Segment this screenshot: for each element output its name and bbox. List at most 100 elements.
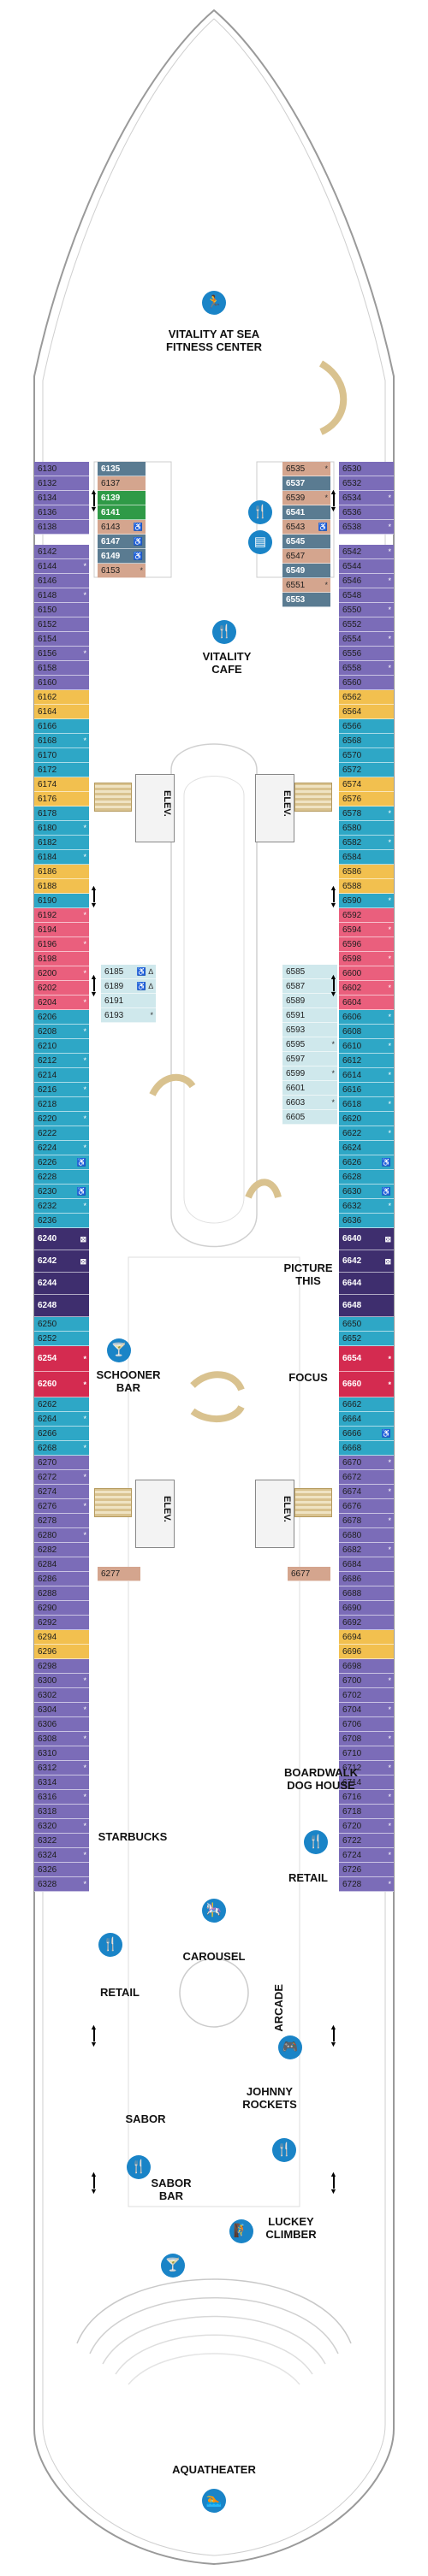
cabin-6682[interactable]: 6682 * [339,1543,394,1557]
cabin-6250[interactable]: 6250 [34,1317,89,1332]
cabin-6686[interactable]: 6686 [339,1572,394,1586]
cabin-6660[interactable]: 6660 * [339,1372,394,1397]
cabin-6722[interactable]: 6722 [339,1834,394,1848]
cabin-6322[interactable]: 6322 [34,1834,89,1848]
cabin-6630[interactable]: 6630 ♿ [339,1185,394,1199]
cabin-6714[interactable]: 6714 [339,1775,394,1790]
cabin-6606[interactable]: 6606 * [339,1010,394,1025]
cabin-6576[interactable]: 6576 [339,792,394,806]
venue-focus[interactable]: FOCUS [288,1371,328,1384]
cabin-6139[interactable]: 6139 [98,491,146,505]
cabin-6626[interactable]: 6626 ♿ [339,1155,394,1170]
cabin-6154[interactable]: 6154 [34,632,89,647]
cabin-6704[interactable]: 6704 * [339,1703,394,1717]
aquatheater-swimmer-icon[interactable]: 🏊 [202,2489,226,2513]
cabin-6604[interactable]: 6604 [339,996,394,1010]
venue-sabor-bar[interactable]: SABOR BAR [151,2177,192,2202]
cabin-6548[interactable]: 6548 [339,588,394,603]
cabin-6610[interactable]: 6610 * [339,1039,394,1054]
cabin-6553[interactable]: 6553 [282,593,330,607]
cabin-6596[interactable]: 6596 [339,937,394,952]
cabin-6212[interactable]: 6212 * [34,1054,89,1068]
cabin-6538[interactable]: 6538 * [339,520,394,535]
cabin-6599[interactable]: 6599 * [282,1066,337,1081]
cabin-6598[interactable]: 6598 * [339,952,394,966]
cabin-6545[interactable]: 6545 [282,535,330,549]
venue-vitality-fitness[interactable]: VITALITY AT SEA FITNESS CENTER [166,328,262,353]
cabin-6164[interactable]: 6164 [34,705,89,719]
cabin-6666[interactable]: 6666 ♿ [339,1427,394,1441]
cabin-6650[interactable]: 6650 [339,1317,394,1332]
cabin-6172[interactable]: 6172 [34,763,89,777]
cabin-6702[interactable]: 6702 [339,1688,394,1703]
cabin-6312[interactable]: 6312 * [34,1761,89,1775]
cabin-6616[interactable]: 6616 [339,1083,394,1097]
cabin-6712[interactable]: 6712 * [339,1761,394,1775]
cabin-6536[interactable]: 6536 [339,505,394,520]
cabin-6278[interactable]: 6278 [34,1514,89,1528]
cabin-6608[interactable]: 6608 [339,1025,394,1039]
cabin-6277[interactable]: 6277 [98,1567,140,1581]
venue-retail-starboard[interactable]: RETAIL [288,1871,328,1884]
cabin-6700[interactable]: 6700 * [339,1674,394,1688]
cabin-6202[interactable]: 6202 [34,981,89,996]
cabin-6668[interactable]: 6668 [339,1441,394,1456]
cabin-6174[interactable]: 6174 [34,777,89,792]
cabin-6218[interactable]: 6218 [34,1097,89,1112]
cabin-6160[interactable]: 6160 [34,676,89,690]
cabin-6150[interactable]: 6150 [34,603,89,617]
cabin-6578[interactable]: 6578 * [339,806,394,821]
cabin-6584[interactable]: 6584 [339,850,394,865]
cafe-dining-icon[interactable]: 🍴 [212,620,236,644]
cocktail-icon[interactable]: 🍸 [107,1338,131,1362]
cabin-6618[interactable]: 6618 * [339,1097,394,1112]
cabin-6642[interactable]: 6642 ⊠ [339,1250,394,1273]
cabin-6318[interactable]: 6318 [34,1805,89,1819]
fitness-runner-icon[interactable]: 🏃 [202,291,226,315]
cabin-6535[interactable]: 6535 * [282,462,330,476]
cabin-6262[interactable]: 6262 [34,1397,89,1412]
cabin-6182[interactable]: 6182 [34,836,89,850]
cabin-6316[interactable]: 6316 * [34,1790,89,1805]
cabin-6136[interactable]: 6136 [34,505,89,520]
cabin-6588[interactable]: 6588 [339,879,394,894]
cabin-6166[interactable]: 6166 [34,719,89,734]
cabin-6590[interactable]: 6590 * [339,894,394,908]
cabin-6302[interactable]: 6302 [34,1688,89,1703]
cabin-6270[interactable]: 6270 [34,1456,89,1470]
cabin-6138[interactable]: 6138 [34,520,89,535]
kids-climber-icon[interactable]: 🧗 [229,2219,253,2243]
cabin-6572[interactable]: 6572 [339,763,394,777]
carousel-horse-icon[interactable]: 🎠 [202,1899,226,1923]
cabin-6148[interactable]: 6148 * [34,588,89,603]
cabin-6580[interactable]: 6580 [339,821,394,836]
cabin-6306[interactable]: 6306 [34,1717,89,1732]
cabin-6224[interactable]: 6224 * [34,1141,89,1155]
cabin-6586[interactable]: 6586 [339,865,394,879]
cabin-6222[interactable]: 6222 [34,1126,89,1141]
cabin-6564[interactable]: 6564 [339,705,394,719]
cabin-6242[interactable]: 6242 ⊠ [34,1250,89,1273]
cabin-6539[interactable]: 6539 * [282,491,330,505]
cabin-6189[interactable]: 6189 ♿ ∆ [101,979,156,994]
cabin-6156[interactable]: 6156 * [34,647,89,661]
cabin-6188[interactable]: 6188 [34,879,89,894]
cabin-6310[interactable]: 6310 [34,1746,89,1761]
cabin-6542[interactable]: 6542 * [339,545,394,559]
cabin-6530[interactable]: 6530 [339,462,394,476]
cabin-6308[interactable]: 6308 * [34,1732,89,1746]
cabin-6176[interactable]: 6176 [34,792,89,806]
cabin-6210[interactable]: 6210 [34,1039,89,1054]
cabin-6602[interactable]: 6602 * [339,981,394,996]
cabin-6698[interactable]: 6698 [339,1659,394,1674]
cabin-6674[interactable]: 6674 * [339,1485,394,1499]
cabin-6135[interactable]: 6135 [98,462,146,476]
cabin-6304[interactable]: 6304 * [34,1703,89,1717]
cabin-6549[interactable]: 6549 [282,564,330,578]
cabin-6170[interactable]: 6170 [34,748,89,763]
cabin-6614[interactable]: 6614 * [339,1068,394,1083]
cabin-6248[interactable]: 6248 [34,1295,89,1317]
cabin-6622[interactable]: 6622 * [339,1126,394,1141]
cabin-6694[interactable]: 6694 [339,1630,394,1645]
menu-card-icon[interactable]: ▤ [248,530,272,554]
